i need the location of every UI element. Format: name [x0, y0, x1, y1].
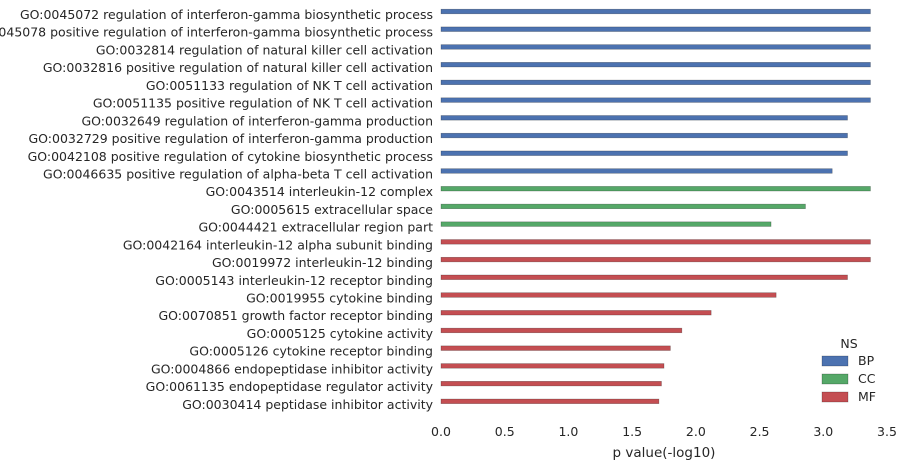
x-tick-label: 2.5 [750, 424, 770, 439]
legend-title: NS [840, 336, 857, 351]
x-tick-labels: 0.0 0.5 1.0 1.5 2.0 2.5 3.0 3.5 [431, 424, 897, 439]
bars [440, 8, 871, 404]
bar-mf [440, 345, 671, 351]
x-tick-label: 3.0 [813, 424, 833, 439]
x-tick-label: 1.0 [558, 424, 578, 439]
category-label: GO:0044421 extracellular region part [198, 220, 433, 235]
bar-bp [440, 150, 848, 156]
x-tick-label: 0.5 [495, 424, 515, 439]
x-tick-label: 0.0 [431, 424, 451, 439]
legend-label-mf: MF [858, 389, 876, 404]
bar-bp [440, 62, 871, 68]
legend: NS BP CC MF [821, 336, 876, 404]
bar-bp [440, 168, 833, 174]
category-label: GO:0042108 positive regulation of cytoki… [28, 149, 433, 164]
category-label: GO:0061135 endopeptidase regulator activ… [146, 379, 434, 394]
category-label: GO:0046635 positive regulation of alpha-… [43, 166, 433, 181]
category-label: GO:0032729 positive regulation of interf… [28, 131, 433, 146]
legend-label-bp: BP [858, 353, 875, 368]
category-label: GO:0032816 positive regulation of natura… [43, 60, 433, 75]
category-label: GO:0019955 cytokine binding [246, 291, 433, 306]
bar-cc [440, 203, 806, 210]
bar-bp [440, 132, 848, 139]
category-label: GO:0005125 cytokine activity [247, 326, 434, 341]
bar-mf [440, 398, 660, 404]
legend-swatch-mf [821, 391, 849, 403]
legend-items: BP CC MF [821, 353, 876, 404]
bar-bp [440, 115, 848, 121]
bar-cc [440, 186, 871, 192]
bar-bp [440, 44, 871, 50]
bar-mf [440, 327, 683, 334]
legend-swatch-cc [821, 373, 849, 385]
category-label: GO:0043514 interleukin-12 complex [206, 184, 433, 199]
category-label: GO:0032814 regulation of natural killer … [96, 42, 433, 57]
category-label: GO:0005615 extracellular space [231, 202, 433, 217]
category-label: GO:0032649 regulation of interferon-gamm… [81, 113, 433, 128]
bar-mf [440, 310, 712, 316]
x-tick-label: 2.0 [686, 424, 706, 439]
bar-mf [440, 381, 662, 387]
category-label: GO:0045072 regulation of interferon-gamm… [20, 7, 433, 22]
category-label: GO:0004866 endopeptidase inhibitor activ… [151, 361, 434, 376]
x-axis-label: p value(-log10) [613, 445, 716, 461]
category-label: GO:0051133 regulation of NK T cell activ… [146, 78, 433, 93]
bar-mf [440, 292, 777, 298]
bar-cc [440, 221, 772, 227]
category-label: GO:0070851 growth factor receptor bindin… [158, 308, 433, 323]
bar-mf [440, 363, 665, 369]
bar-bp [440, 79, 871, 85]
category-label: GO:0005126 cytokine receptor binding [189, 344, 433, 359]
bar-bp [440, 8, 871, 15]
legend-label-cc: CC [858, 371, 876, 386]
bar-bp [440, 26, 871, 32]
category-labels: GO:0045072 regulation of interferon-gamm… [0, 7, 434, 412]
bar-mf [440, 274, 848, 280]
category-label: GO:0042164 interleukin-12 alpha subunit … [123, 237, 433, 252]
bar-bp [440, 97, 871, 103]
category-label: GO:0045078 positive regulation of interf… [0, 25, 433, 40]
category-label: GO:0019972 interleukin-12 binding [212, 255, 433, 270]
legend-swatch-bp [821, 355, 849, 367]
category-label: GO:0030414 peptidase inhibitor activity [182, 397, 433, 412]
category-label: GO:0005143 interleukin-12 receptor bindi… [155, 273, 433, 288]
bar-mf [440, 256, 871, 263]
bar-mf [440, 239, 871, 245]
x-tick-label: 3.5 [877, 424, 897, 439]
category-label: GO:0051135 positive regulation of NK T c… [93, 96, 433, 111]
x-tick-label: 1.5 [622, 424, 642, 439]
